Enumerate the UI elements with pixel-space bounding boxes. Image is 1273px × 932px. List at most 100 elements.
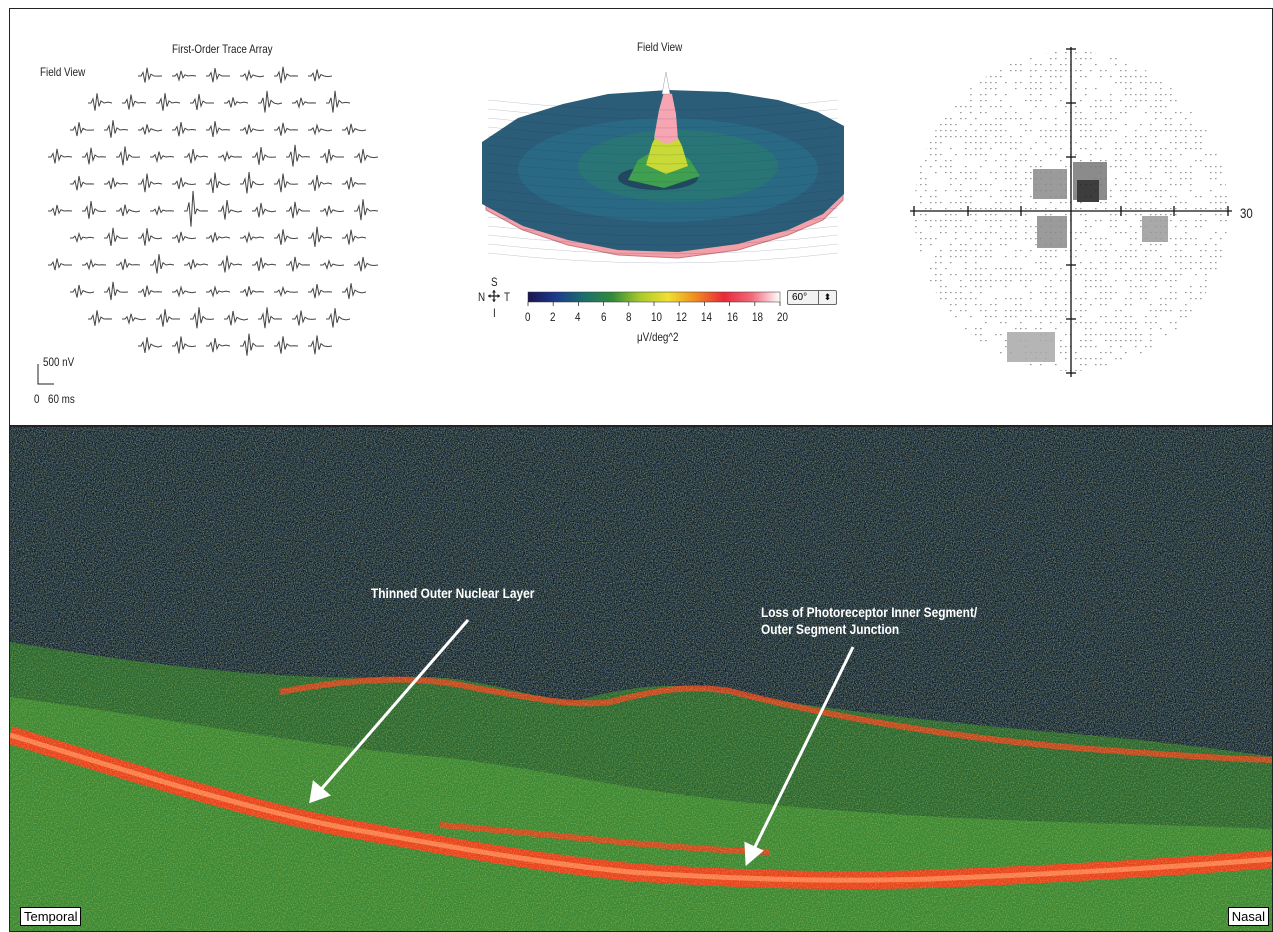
vf-test-point: [1220, 142, 1222, 144]
erg-trace: [354, 256, 379, 272]
topography-field-view-label: Field View: [637, 40, 683, 54]
vf-test-point: [1145, 64, 1147, 66]
vf-test-point: [1000, 358, 1002, 360]
vf-test-point: [1215, 118, 1217, 120]
vf-test-point: [1085, 94, 1087, 96]
vf-test-point: [1220, 256, 1222, 258]
vf-test-point: [1190, 292, 1192, 294]
vf-test-point: [1150, 178, 1152, 180]
vf-test-point: [970, 196, 972, 198]
vf-test-point: [1135, 214, 1137, 216]
vf-test-point: [990, 172, 992, 174]
vf-test-point: [1220, 94, 1222, 96]
vf-test-point: [1135, 148, 1137, 150]
vf-test-point: [1115, 250, 1117, 252]
vf-test-point: [935, 262, 937, 264]
vf-test-point: [1075, 370, 1077, 371]
vf-test-point: [1115, 208, 1117, 210]
vf-test-point: [1155, 358, 1157, 360]
vf-test-point: [1225, 298, 1227, 300]
vf-test-point: [1200, 208, 1202, 210]
vf-test-point: [965, 328, 967, 330]
vf-test-point: [915, 106, 917, 108]
vf-test-point: [1010, 226, 1012, 228]
vf-test-point: [1145, 70, 1147, 72]
vf-test-point: [970, 76, 972, 78]
vf-test-point: [1115, 310, 1117, 312]
vf-test-point: [1225, 106, 1227, 108]
vf-test-point: [1060, 70, 1062, 72]
vf-test-point: [1050, 58, 1052, 60]
vf-test-point: [1035, 82, 1037, 84]
vf-test-point: [1220, 70, 1222, 72]
vf-test-point: [1145, 148, 1147, 150]
vf-test-point: [935, 238, 937, 240]
vf-test-point: [1020, 196, 1022, 198]
vf-test-point: [1020, 184, 1022, 186]
vf-test-point: [1120, 364, 1122, 366]
vf-test-point: [1170, 238, 1172, 240]
erg-trace: [342, 283, 367, 299]
topography-peak-upper: [654, 92, 678, 144]
field-size-select[interactable]: 60° ⬍: [787, 290, 837, 305]
vf-test-point: [1155, 250, 1157, 252]
erg-trace: [292, 97, 317, 110]
erg-trace: [240, 171, 265, 194]
vf-test-point: [1185, 70, 1187, 72]
vf-test-point: [1155, 112, 1157, 114]
vf-test-point: [1030, 130, 1032, 132]
vf-test-point: [1125, 208, 1127, 210]
vf-test-point: [980, 166, 982, 168]
vf-test-point: [1190, 358, 1192, 360]
vf-test-point: [1225, 202, 1227, 204]
vf-test-point: [1100, 238, 1102, 240]
vf-test-point: [950, 88, 952, 90]
vf-test-point: [1205, 328, 1207, 330]
vf-test-point: [990, 358, 992, 360]
vf-test-point: [1125, 160, 1127, 162]
vf-test-point: [1095, 220, 1097, 222]
vf-test-point: [1015, 250, 1017, 252]
vf-test-point: [1015, 70, 1017, 72]
vf-test-point: [1020, 118, 1022, 120]
vf-test-point: [920, 334, 922, 336]
vf-test-point: [1160, 352, 1162, 354]
vf-test-point: [935, 64, 937, 66]
vf-test-point: [1075, 274, 1077, 276]
erg-trace: [172, 121, 197, 137]
vf-test-point: [1120, 232, 1122, 234]
vf-test-point: [1020, 160, 1022, 162]
vf-test-point: [1130, 364, 1132, 366]
erg-trace: [172, 336, 197, 354]
vf-test-point: [935, 58, 937, 60]
vf-test-point: [1195, 160, 1197, 162]
vf-test-point: [1005, 94, 1007, 96]
vf-test-point: [1140, 352, 1142, 354]
vf-test-point: [1020, 298, 1022, 300]
vf-test-point: [1050, 82, 1052, 84]
vf-test-point: [1085, 58, 1087, 60]
vf-test-point: [1100, 274, 1102, 276]
vf-test-point: [985, 238, 987, 240]
vf-test-point: [1120, 160, 1122, 162]
vf-test-point: [1090, 52, 1092, 54]
erg-trace: [274, 285, 299, 298]
vf-test-point: [945, 232, 947, 234]
vf-test-point: [1220, 292, 1222, 294]
vf-test-point: [1045, 136, 1047, 138]
vf-test-point: [1135, 268, 1137, 270]
vf-test-point: [975, 70, 977, 72]
vf-test-point: [995, 304, 997, 306]
vf-test-point: [930, 358, 932, 360]
vf-test-point: [945, 322, 947, 324]
vf-test-point: [940, 58, 942, 60]
vf-test-point: [1130, 82, 1132, 84]
vf-test-point: [1035, 226, 1037, 228]
vf-test-point: [980, 256, 982, 258]
vf-test-point: [1195, 238, 1197, 240]
vf-test-point: [1145, 322, 1147, 324]
vf-test-point: [1155, 316, 1157, 318]
vf-test-point: [1115, 82, 1117, 84]
vf-test-point: [1100, 148, 1102, 150]
vf-test-point: [1010, 268, 1012, 270]
